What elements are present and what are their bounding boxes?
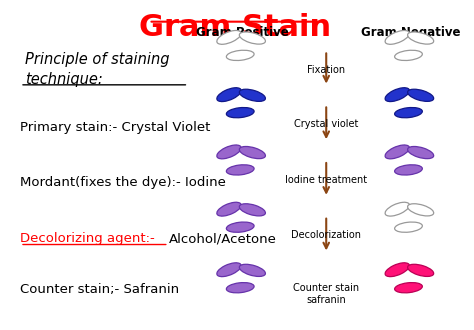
Ellipse shape: [408, 89, 434, 101]
Text: Alcohol/Acetone: Alcohol/Acetone: [169, 232, 277, 245]
Text: Iodine treatment: Iodine treatment: [285, 175, 367, 185]
Text: Counter stain
safranin: Counter stain safranin: [293, 283, 359, 306]
Ellipse shape: [217, 263, 241, 277]
Ellipse shape: [395, 108, 422, 118]
Text: Mordant(fixes the dye):- Iodine: Mordant(fixes the dye):- Iodine: [20, 177, 226, 189]
Ellipse shape: [395, 50, 422, 60]
Ellipse shape: [239, 204, 265, 216]
Ellipse shape: [227, 165, 254, 175]
Ellipse shape: [385, 145, 410, 159]
Text: Decolorizing agent:-: Decolorizing agent:-: [20, 232, 155, 245]
Ellipse shape: [217, 202, 241, 216]
Ellipse shape: [395, 282, 422, 293]
Text: Counter stain;- Safranin: Counter stain;- Safranin: [20, 283, 179, 296]
Ellipse shape: [408, 264, 434, 277]
Ellipse shape: [239, 264, 265, 277]
Ellipse shape: [408, 32, 434, 44]
Ellipse shape: [385, 88, 410, 102]
Ellipse shape: [408, 204, 434, 216]
Text: Decolorization: Decolorization: [291, 230, 361, 240]
Ellipse shape: [385, 263, 410, 277]
Ellipse shape: [227, 222, 254, 232]
Ellipse shape: [395, 222, 422, 232]
Ellipse shape: [395, 165, 422, 175]
Ellipse shape: [408, 147, 434, 159]
Ellipse shape: [385, 30, 410, 44]
Ellipse shape: [217, 88, 241, 102]
Ellipse shape: [227, 108, 254, 118]
Ellipse shape: [239, 147, 265, 159]
Text: Primary stain:- Crystal Violet: Primary stain:- Crystal Violet: [20, 121, 210, 134]
Ellipse shape: [239, 89, 265, 101]
Text: Principle of staining
technique:: Principle of staining technique:: [25, 52, 169, 87]
Ellipse shape: [217, 145, 241, 159]
Ellipse shape: [239, 32, 265, 44]
Ellipse shape: [227, 50, 254, 60]
Text: Crystal violet: Crystal violet: [294, 119, 358, 129]
Ellipse shape: [217, 30, 241, 44]
Ellipse shape: [385, 202, 410, 216]
Text: Gram Negative: Gram Negative: [361, 26, 460, 39]
Text: Gram Stain: Gram Stain: [139, 13, 331, 42]
Text: Fixation: Fixation: [307, 65, 345, 75]
Ellipse shape: [227, 282, 254, 293]
Text: Gram Positive: Gram Positive: [196, 26, 289, 39]
